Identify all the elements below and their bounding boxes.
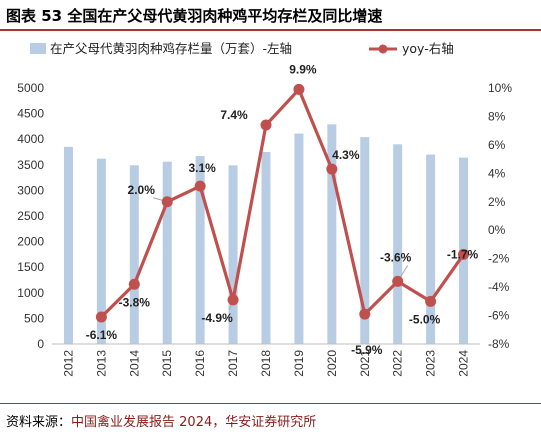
legend-label-bar: 在产父母代黄羽肉种鸡存栏量（万套）-左轴 <box>50 41 292 56</box>
axes: 2012 2013 2014 2015 2016 2017 2018 2019 2020 2021… <box>17 81 512 377</box>
bar-2022 <box>393 144 403 344</box>
data-labels: -6.1% -3.8% 2.0% 3.1% -4.9% 7.4% 9.9% 4.3% -5.9%… <box>86 62 479 357</box>
bar-2021 <box>360 137 370 344</box>
yoy-line <box>100 87 465 319</box>
legend-swatch-bar <box>30 43 46 54</box>
y-left-tick-label: 2500 <box>17 209 44 223</box>
yoy-point-2013 <box>95 311 107 323</box>
x-tick-label: 2024 <box>457 350 471 377</box>
yoy-point-2019 <box>293 83 305 95</box>
source-text: 中国禽业发展报告 2024，华安证券研究所 <box>71 415 317 430</box>
bar-2017 <box>228 165 238 344</box>
bar-2013 <box>96 158 106 344</box>
yoy-point-2022 <box>392 275 404 287</box>
x-tick-label: 2017 <box>226 350 240 377</box>
bar-2018 <box>261 152 271 344</box>
y-left-tick-label: 1000 <box>17 286 44 300</box>
legend-label-line: yoy-右轴 <box>402 41 454 56</box>
y-left-tick-label: 2000 <box>17 235 44 249</box>
y-right-tick-label: 4% <box>488 166 506 180</box>
x-tick-label: 2019 <box>292 350 306 377</box>
x-tick-label: 2022 <box>391 350 405 377</box>
yoy-data-label-2020: 4.3% <box>332 148 360 162</box>
source-note: 资料来源：中国禽业发展报告 2024，华安证券研究所 <box>6 411 316 430</box>
legend-swatch-dot <box>378 44 388 54</box>
y-right-tick-label: 2% <box>488 195 506 209</box>
y-right-tick-label: 0% <box>488 223 506 237</box>
yoy-data-label-2015: 2.0% <box>128 183 156 197</box>
source-rule <box>0 403 541 404</box>
y-left-tick-label: 3500 <box>17 158 44 172</box>
y-left-tick-label: 3000 <box>17 183 44 197</box>
bar-series <box>63 124 469 345</box>
page-title: 图表 53 全国在产父母代黄羽肉种鸡平均存栏及同比增速 <box>6 7 383 25</box>
title-rule <box>0 29 541 31</box>
x-tick-label: 2018 <box>259 350 273 377</box>
yoy-point-2021 <box>359 308 371 320</box>
x-tick-label: 2012 <box>61 350 75 377</box>
y-right-tick-label: -4% <box>488 280 510 294</box>
yoy-data-label-2013: -6.1% <box>86 328 118 342</box>
y-left-tick-label: 0 <box>37 337 44 351</box>
y-right-tick-label: -8% <box>488 337 510 351</box>
y-right-tick-label: 10% <box>488 81 512 95</box>
yoy-point-2017 <box>227 294 239 306</box>
bar-2023 <box>426 154 436 344</box>
yoy-data-label-2014: -3.8% <box>119 295 151 309</box>
yoy-data-label-2022: -3.6% <box>380 250 412 264</box>
y-right-tick-label: -2% <box>488 252 510 266</box>
yoy-data-label-2017: -4.9% <box>201 311 233 325</box>
yoy-data-label-2019: 9.9% <box>289 62 317 76</box>
x-tick-label: 2016 <box>193 350 207 377</box>
label-leaders <box>153 197 409 311</box>
line-series <box>95 83 470 323</box>
yoy-data-label-2024: -1.7% <box>447 247 479 261</box>
x-tick-label: 2015 <box>160 350 174 377</box>
y-left-tick-label: 4000 <box>17 132 44 146</box>
yoy-point-2015 <box>161 196 173 208</box>
yoy-point-2016 <box>194 180 206 192</box>
yoy-data-label-2018: 7.4% <box>220 108 248 122</box>
y-left-tick-label: 1500 <box>17 260 44 274</box>
yoy-point-2014 <box>128 278 140 290</box>
yoy-point-2023 <box>425 295 437 307</box>
x-tick-label: 2023 <box>424 350 438 377</box>
legend: 在产父母代黄羽肉种鸡存栏量（万套）-左轴 yoy-右轴 <box>30 41 454 56</box>
bar-2020 <box>327 124 337 345</box>
y-right-tick-label: 8% <box>488 109 506 123</box>
source-prefix: 资料来源： <box>6 415 72 430</box>
bar-2019 <box>294 133 304 344</box>
bar-2015 <box>162 161 172 344</box>
yoy-point-2024 <box>458 248 470 260</box>
y-left-tick-label: 500 <box>24 311 44 325</box>
bar-2012 <box>63 146 73 344</box>
x-tick-label: 2014 <box>127 350 141 377</box>
y-right-tick-label: 6% <box>488 138 506 152</box>
yoy-point-2018 <box>260 119 272 131</box>
yoy-point-2020 <box>326 163 338 175</box>
yoy-data-label-2021: -5.9% <box>351 343 383 357</box>
x-tick-label: 2021 <box>358 350 372 377</box>
y-right-tick-label: -6% <box>488 309 510 323</box>
x-tick-label: 2020 <box>325 350 339 377</box>
x-tick-label: 2013 <box>94 350 108 377</box>
y-left-tick-label: 5000 <box>17 81 44 95</box>
y-left-tick-label: 4500 <box>17 107 44 121</box>
bar-2014 <box>129 165 139 344</box>
yoy-data-label-2016: 3.1% <box>188 161 216 175</box>
bar-2016 <box>195 156 205 344</box>
yoy-data-label-2023: -5.0% <box>409 312 441 326</box>
